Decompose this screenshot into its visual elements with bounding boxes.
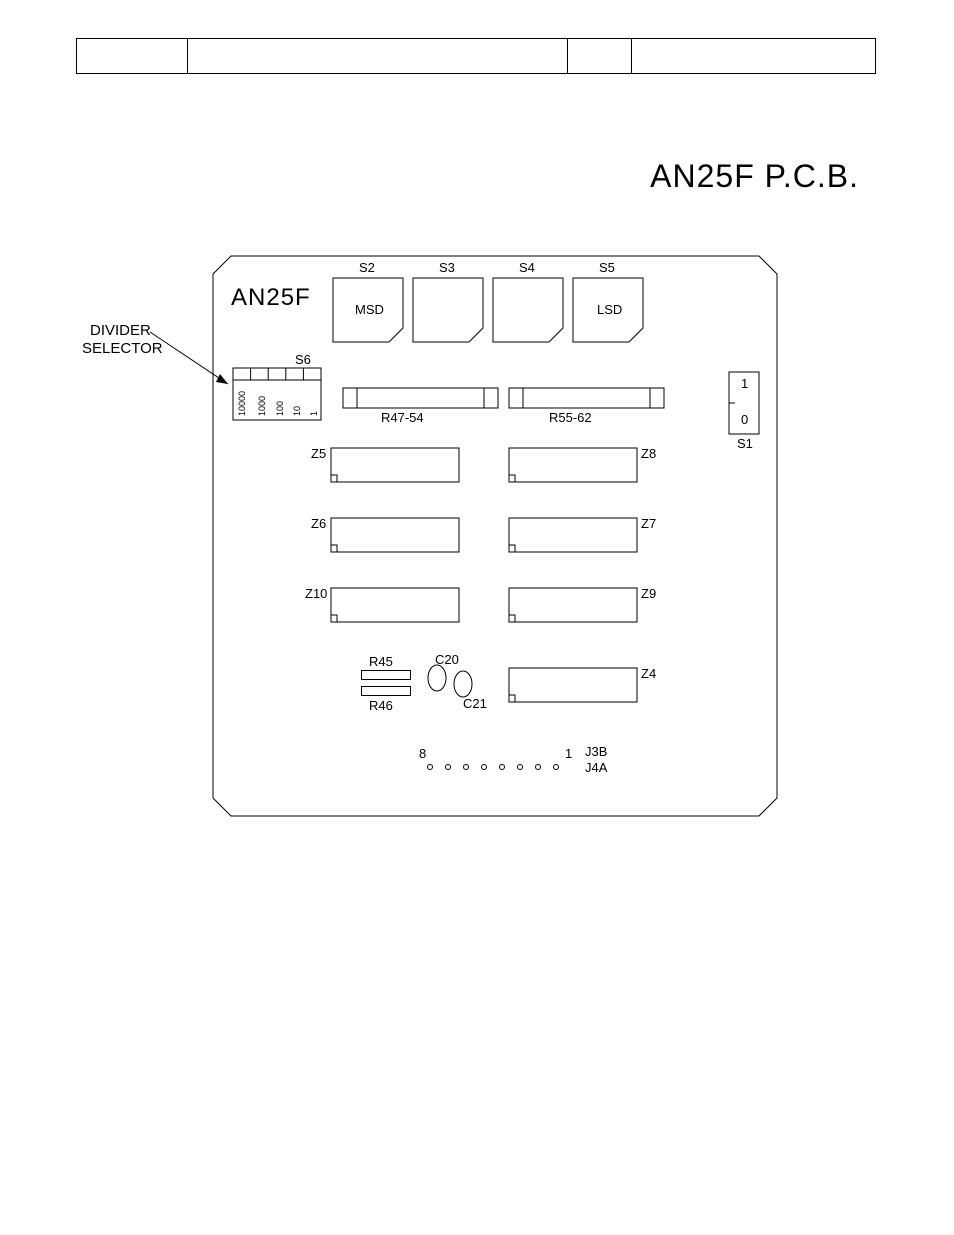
connector-pin-4 xyxy=(499,764,505,770)
ic-z5 xyxy=(331,448,459,482)
r55-62-ref: R55-62 xyxy=(549,410,592,425)
cap-c21 xyxy=(453,670,473,698)
connector-pin-5 xyxy=(481,764,487,770)
s6-ref: S6 xyxy=(295,352,311,367)
s6-scale-2: 100 xyxy=(275,386,285,416)
connector-pin-3 xyxy=(517,764,523,770)
ic-z10 xyxy=(331,588,459,622)
ic-z8 xyxy=(509,448,637,482)
ic-z6 xyxy=(331,518,459,552)
header-table xyxy=(76,38,876,74)
switch-s4 xyxy=(493,278,563,342)
callout-line1: DIVIDER xyxy=(90,322,151,339)
z9-ref: Z9 xyxy=(641,586,656,601)
s1-bottom: 0 xyxy=(741,412,748,427)
rn-r55-62 xyxy=(509,388,664,408)
j4a-ref: J4A xyxy=(585,760,607,775)
s6-scale-0: 10000 xyxy=(237,386,247,416)
switch-s1: 1 0 xyxy=(729,372,759,434)
s6-scale-3: 10 xyxy=(292,386,302,416)
resistor-r45 xyxy=(361,670,411,680)
z5-ref: Z5 xyxy=(311,446,326,461)
switch-s3 xyxy=(413,278,483,342)
s2-ref: S2 xyxy=(359,260,375,275)
page: AN25F P.C.B. DIVIDER SELECTOR AN25F S2 M… xyxy=(0,0,954,1235)
connector-pin-2 xyxy=(535,764,541,770)
cap-c20 xyxy=(427,664,447,692)
switch-s5: LSD xyxy=(573,278,643,342)
s4-ref: S4 xyxy=(519,260,535,275)
z4-ref: Z4 xyxy=(641,666,656,681)
connector-pin-7 xyxy=(445,764,451,770)
connector-pin-6 xyxy=(463,764,469,770)
pin1-label: 1 xyxy=(565,746,572,761)
c21-ref: C21 xyxy=(463,696,487,711)
divider-selector: 10000 1000 100 10 1 xyxy=(233,368,321,420)
ic-z9 xyxy=(509,588,637,622)
switch-s2: MSD xyxy=(333,278,403,342)
rn-r47-54 xyxy=(343,388,498,408)
s1-ref: S1 xyxy=(737,436,753,451)
connector-pin-8 xyxy=(427,764,433,770)
j3b-ref: J3B xyxy=(585,744,607,759)
z10-ref: Z10 xyxy=(305,586,327,601)
r47-54-ref: R47-54 xyxy=(381,410,424,425)
resistor-r46 xyxy=(361,686,411,696)
ic-z7 xyxy=(509,518,637,552)
z7-ref: Z7 xyxy=(641,516,656,531)
s5-ref: S5 xyxy=(599,260,615,275)
ic-z4 xyxy=(509,668,637,702)
s5-inner: LSD xyxy=(597,302,622,317)
pin8-label: 8 xyxy=(419,746,426,761)
r45-ref: R45 xyxy=(369,654,393,669)
z8-ref: Z8 xyxy=(641,446,656,461)
connector-pin-1 xyxy=(553,764,559,770)
s6-scale-4: 1 xyxy=(309,386,319,416)
r46-ref: R46 xyxy=(369,698,393,713)
s3-ref: S3 xyxy=(439,260,455,275)
z6-ref: Z6 xyxy=(311,516,326,531)
s2-inner: MSD xyxy=(355,302,384,317)
pcb-board: AN25F S2 MSD S3 S4 S5 LSD S6 xyxy=(213,256,777,816)
page-title: AN25F P.C.B. xyxy=(650,158,859,195)
board-label: AN25F xyxy=(231,284,311,312)
s1-top: 1 xyxy=(741,376,748,391)
s6-scale-1: 1000 xyxy=(257,386,267,416)
